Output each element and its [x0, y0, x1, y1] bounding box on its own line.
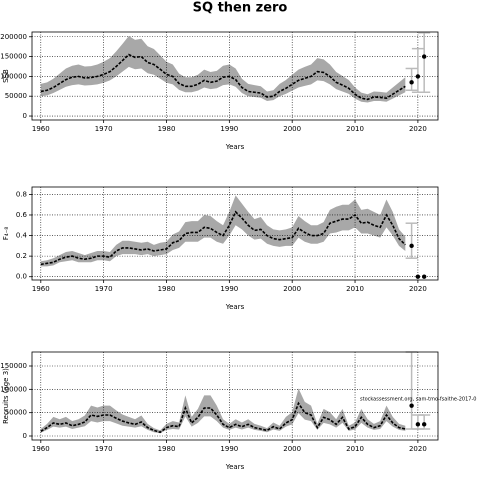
error-bar [411, 414, 424, 430]
x-tick-label: 1960 [32, 285, 50, 293]
estimate-line [40, 401, 406, 434]
x-tick-label: 2020 [409, 445, 427, 453]
x-axis-label: Years [225, 463, 245, 471]
x-tick-label: 2000 [283, 285, 301, 293]
y-tick-label: 0 [23, 432, 27, 440]
projection-point [409, 243, 414, 249]
projection-point [409, 403, 414, 408]
y-tick-label: 150000 [0, 53, 27, 61]
chart-title: SQ then zero [193, 1, 288, 16]
error-bar [405, 222, 418, 259]
error-bar [418, 414, 431, 430]
y-axis-label: Recruits (age 3) [2, 368, 10, 424]
x-tick-label: 1990 [220, 445, 238, 453]
y-tick-label: 0 [23, 112, 27, 120]
y-tick-label: 50000 [5, 92, 27, 100]
projection-point [421, 54, 427, 59]
x-axis-label: Years [225, 143, 245, 151]
x-tick-label: 2010 [346, 125, 364, 133]
y-tick-label: 200000 [0, 33, 27, 41]
annotation: stockassessment.org, sam-tmo-fsaithe-201… [360, 397, 476, 403]
x-tick-label: 1970 [95, 445, 113, 453]
y-tick-label: 0.2 [16, 252, 27, 260]
y-tick-label: 0.6 [16, 211, 28, 219]
projection-point [421, 422, 427, 427]
x-tick-label: 1980 [158, 445, 176, 453]
confidence-band [40, 195, 406, 267]
x-tick-label: 1970 [95, 125, 113, 133]
projection-point [409, 80, 414, 85]
x-tick-label: 2000 [283, 445, 301, 453]
projection-point [415, 422, 421, 427]
x-tick-label: 1990 [220, 125, 238, 133]
confidence-band [40, 388, 406, 434]
x-tick-label: 2020 [409, 125, 427, 133]
error-bar [418, 32, 431, 94]
x-tick-label: 2010 [346, 285, 364, 293]
plot-frame [31, 351, 439, 441]
projection-point [415, 274, 421, 279]
y-tick-label: 100000 [0, 385, 27, 393]
estimate-line [40, 53, 406, 101]
y-tick-label: 0.0 [16, 273, 27, 281]
error-bar [405, 351, 418, 430]
y-tick-label: 50000 [5, 409, 27, 417]
projection-point [415, 74, 421, 79]
y-tick-label: 0.8 [16, 190, 27, 198]
x-tick-label: 2010 [346, 445, 364, 453]
x-tick-label: 1960 [32, 125, 50, 133]
x-tick-label: 1960 [32, 445, 50, 453]
y-axis-label: SSB [2, 69, 10, 83]
y-tick-label: 0.4 [16, 232, 28, 240]
x-tick-label: 1980 [158, 125, 176, 133]
estimate-line [40, 210, 406, 266]
x-tick-label: 2020 [409, 285, 427, 293]
x-tick-label: 1980 [158, 285, 176, 293]
x-tick-label: 1990 [220, 285, 238, 293]
error-bar [411, 47, 424, 94]
plot-frame [31, 186, 439, 281]
x-axis-label: Years [225, 303, 245, 311]
y-tick-label: 100000 [0, 72, 27, 80]
y-tick-label: 150000 [0, 362, 27, 370]
x-tick-label: 2000 [283, 125, 301, 133]
y-axis-label: F₄₋₈ [2, 227, 10, 241]
projection-point [421, 274, 427, 279]
x-tick-label: 1970 [95, 285, 113, 293]
error-bar [405, 67, 418, 92]
confidence-band [40, 35, 406, 103]
